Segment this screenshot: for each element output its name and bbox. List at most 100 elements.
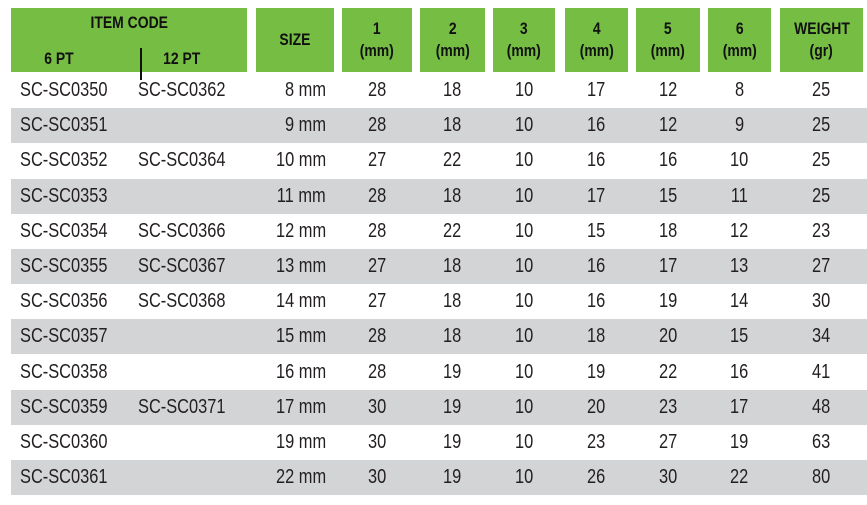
dim-number: 1 xyxy=(373,19,381,38)
dim-3-cell: 10 xyxy=(514,360,534,383)
dim-3-cell: 10 xyxy=(514,466,534,489)
weight-cell: 41 xyxy=(812,360,831,383)
dim-2-cell: 22 xyxy=(443,149,462,172)
dim-4-cell: 19 xyxy=(587,360,606,383)
dim-5-cell: 12 xyxy=(658,114,678,137)
table-row: SC-SC0355 SC-SC0367 13 mm 27 18 10 16 17 13 27 xyxy=(11,249,867,284)
dim-unit: (mm) xyxy=(579,41,614,60)
size-cell: 9 mm xyxy=(285,114,326,137)
dim-number: 2 xyxy=(448,19,457,38)
dim-1-cell: 28 xyxy=(367,184,387,207)
weight-cell: 30 xyxy=(812,290,831,313)
weight-label: WEIGHT xyxy=(793,19,850,38)
dim-5-cell: 18 xyxy=(658,219,678,242)
dim-number: 6 xyxy=(735,19,744,38)
dim-unit: (mm) xyxy=(506,41,542,60)
dim-6-cell: 22 xyxy=(730,466,749,489)
dim-6-cell: 8 xyxy=(734,79,745,101)
weight-cell: 25 xyxy=(812,149,831,172)
dim-3-cell: 10 xyxy=(514,325,534,348)
weight-cell: 23 xyxy=(812,219,831,242)
code-12pt: SC-SC0364 xyxy=(138,149,226,172)
dim-1-cell: 28 xyxy=(367,325,387,348)
dim-2-cell: 18 xyxy=(443,114,462,137)
dim-2-cell: 18 xyxy=(443,184,462,207)
dim-4-cell: 16 xyxy=(587,149,606,172)
dim-2-cell: 19 xyxy=(443,431,462,453)
code-6pt: SC-SC0359 xyxy=(20,395,108,418)
dim-3-cell: 10 xyxy=(514,79,534,101)
code-6pt: SC-SC0357 xyxy=(20,325,108,348)
dim-5-cell: 19 xyxy=(658,290,678,313)
code-6pt: SC-SC0351 xyxy=(20,114,108,137)
table-row: SC-SC0358 16 mm 28 19 10 19 22 16 41 xyxy=(11,355,867,390)
weight-cell: 34 xyxy=(812,325,831,348)
dim-3-cell: 10 xyxy=(514,149,534,172)
size-cell: 19 mm xyxy=(275,431,326,453)
table-row: SC-SC0352 SC-SC0364 10 mm 27 22 10 16 16 10 25 xyxy=(11,143,867,178)
dim-6-cell: 15 xyxy=(730,325,749,348)
weight-cell: 25 xyxy=(812,79,831,101)
dim-4-cell: 16 xyxy=(587,114,606,137)
code-6pt: SC-SC0356 xyxy=(20,290,108,313)
header-weight: WEIGHT (gr) xyxy=(780,8,863,72)
dim-unit: (mm) xyxy=(359,41,395,60)
code-6pt: SC-SC0358 xyxy=(20,360,108,383)
code-12pt: SC-SC0371 xyxy=(138,395,226,418)
dim-6-cell: 14 xyxy=(730,290,749,313)
weight-cell: 25 xyxy=(812,114,831,137)
dim-4-cell: 17 xyxy=(587,184,606,207)
dim-6-cell: 12 xyxy=(730,219,749,242)
dim-unit: (mm) xyxy=(435,41,470,60)
code-6pt: SC-SC0350 xyxy=(20,79,108,101)
dim-3-cell: 10 xyxy=(514,431,534,453)
dim-5-cell: 22 xyxy=(658,360,678,383)
code-6pt: SC-SC0354 xyxy=(20,219,108,242)
weight-cell: 80 xyxy=(812,466,831,489)
dim-6-cell: 17 xyxy=(730,395,749,418)
weight-cell: 27 xyxy=(812,255,831,277)
header-dim-2: 2 (mm) xyxy=(420,8,485,72)
dim-3-cell: 10 xyxy=(514,219,534,242)
dim-6-cell: 11 xyxy=(730,184,749,207)
dim-1-cell: 27 xyxy=(367,149,387,172)
dim-5-cell: 20 xyxy=(658,325,678,348)
dim-6-cell: 16 xyxy=(730,360,749,383)
item-code-label: ITEM CODE xyxy=(90,13,168,32)
dim-5-cell: 30 xyxy=(658,466,678,489)
dim-number: 3 xyxy=(520,19,528,38)
dim-4-cell: 15 xyxy=(587,219,606,242)
code-12pt: SC-SC0362 xyxy=(138,79,226,101)
header-dim-1: 1 (mm) xyxy=(342,8,412,72)
dim-3-cell: 10 xyxy=(514,395,534,418)
dim-5-cell: 16 xyxy=(658,149,678,172)
code-6pt: SC-SC0360 xyxy=(20,431,108,453)
table-row: SC-SC0359 SC-SC0371 17 mm 30 19 10 20 23 17 48 xyxy=(11,389,867,425)
dim-4-cell: 18 xyxy=(587,325,606,348)
dim-1-cell: 27 xyxy=(367,255,387,277)
table-row: SC-SC0354 SC-SC0366 12 mm 28 22 10 15 18 12 23 xyxy=(11,214,867,249)
table-row: SC-SC0350 SC-SC0362 8 mm 28 18 10 17 12 8 25 xyxy=(11,73,867,108)
dim-4-cell: 23 xyxy=(587,431,606,453)
dim-4-cell: 20 xyxy=(587,395,606,418)
table-row: SC-SC0353 11 mm 28 18 10 17 15 11 25 xyxy=(11,178,867,214)
12pt-label: 12 PT xyxy=(163,49,201,68)
table-row: SC-SC0361 22 mm 30 19 10 26 30 22 80 xyxy=(11,460,867,496)
code-12pt: SC-SC0367 xyxy=(138,255,226,277)
table-row: SC-SC0357 15 mm 28 18 10 18 20 15 34 xyxy=(11,319,867,355)
table-row: SC-SC0356 SC-SC0368 14 mm 27 18 10 16 19 14 30 xyxy=(11,284,867,319)
dim-5-cell: 15 xyxy=(658,184,678,207)
dim-3-cell: 10 xyxy=(514,290,534,313)
weight-unit: (gr) xyxy=(809,41,834,60)
dim-1-cell: 28 xyxy=(367,360,387,383)
table-row: SC-SC0351 9 mm 28 18 10 16 12 9 25 xyxy=(11,108,867,144)
dim-4-cell: 16 xyxy=(587,290,606,313)
6pt-label: 6 PT xyxy=(44,49,74,68)
size-cell: 15 mm xyxy=(275,325,326,348)
dim-6-cell: 19 xyxy=(730,431,749,453)
dim-1-cell: 28 xyxy=(367,79,387,101)
weight-cell: 48 xyxy=(812,395,831,418)
size-cell: 14 mm xyxy=(275,290,326,313)
weight-cell: 25 xyxy=(812,184,831,207)
header-dim-3: 3 (mm) xyxy=(493,8,555,72)
